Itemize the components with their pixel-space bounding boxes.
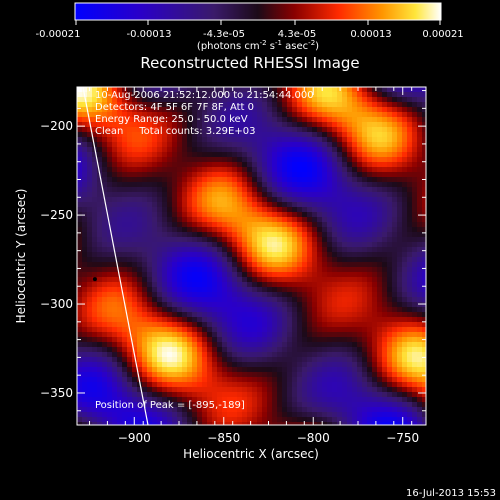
- colorbar-ticks: [75, 20, 441, 25]
- y-tick-label: −350: [40, 386, 73, 400]
- colorbar: [74, 2, 442, 21]
- x-axis-label: Heliocentric X (arcsec): [183, 447, 319, 461]
- x-tick-label: −800: [297, 431, 330, 445]
- annotation-detectors: Detectors: 4F 5F 6F 7F 8F, Att 0: [95, 102, 254, 113]
- timestamp: 16-Jul-2013 15:53: [406, 488, 496, 499]
- solar-limb-line: [82, 87, 149, 425]
- peak-position-label: Position of Peak = [-895,-189]: [95, 400, 245, 411]
- colorbar-tick-label: 0.00013: [350, 29, 391, 40]
- annotation-time-range: 10-Aug-2006 21:52:12.000 to 21:54:44.000: [95, 90, 314, 101]
- y-axis-label: Heliocentric Y (arcsec): [14, 189, 28, 324]
- colorbar-tick-label: -0.00021: [36, 29, 81, 40]
- colorbar-tick-label: -0.00013: [127, 29, 172, 40]
- colorbar-tick-label: 0.00021: [422, 29, 463, 40]
- y-tick-label: −300: [40, 297, 73, 311]
- plot-frame: [76, 86, 427, 426]
- x-tick-label: −750: [386, 431, 419, 445]
- chart-title: Reconstructed RHESSI Image: [140, 54, 359, 72]
- x-tick-label: −900: [118, 431, 151, 445]
- y-tick-label: −200: [40, 119, 73, 133]
- colorbar-unit-label: (photons cm-2 s-1 asec-2): [197, 39, 319, 52]
- colorbar-tick-label: -4.3e-05: [203, 29, 245, 40]
- axes: [77, 87, 426, 425]
- y-tick-label: −250: [40, 208, 73, 222]
- heatmap-image: [77, 87, 426, 425]
- colorbar-tick-label: 4.3e-05: [278, 29, 316, 40]
- peak-marker: [92, 277, 97, 282]
- x-tick-label: −850: [207, 431, 240, 445]
- annotation-counts: Clean Total counts: 3.29E+03: [95, 126, 255, 137]
- annotation-energy: Energy Range: 25.0 - 50.0 keV: [95, 114, 248, 125]
